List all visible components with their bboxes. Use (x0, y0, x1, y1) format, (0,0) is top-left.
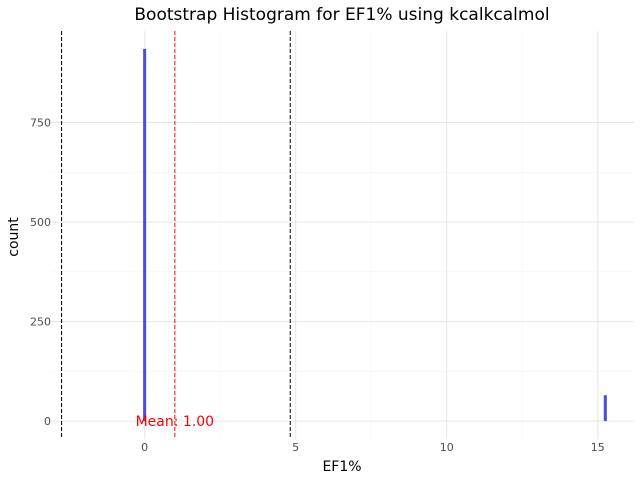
y-tick-label: 750 (30, 117, 51, 130)
x-tick-label: 15 (591, 441, 605, 454)
y-tick-label: 250 (30, 316, 51, 329)
y-tick-label: 500 (30, 216, 51, 229)
grid-lines (51, 31, 634, 439)
reference-lines (61, 31, 291, 439)
histogram-bar (603, 395, 607, 422)
mean-annotation: Mean: 1.00 (136, 414, 214, 430)
x-tick-label: 5 (292, 441, 299, 454)
x-tick-label: 0 (141, 441, 148, 454)
y-tick-label: 0 (44, 415, 51, 428)
histogram-bars (143, 48, 607, 422)
y-axis-title: count (6, 217, 22, 257)
x-tick-label: 10 (440, 441, 454, 454)
x-axis-title: EF1% (322, 459, 361, 475)
chart-title: Bootstrap Histogram for EF1% using kcalk… (134, 5, 549, 25)
histogram-bar (143, 48, 147, 422)
tick-labels: 0 5 10 15 0 250 500 750 (30, 117, 605, 454)
